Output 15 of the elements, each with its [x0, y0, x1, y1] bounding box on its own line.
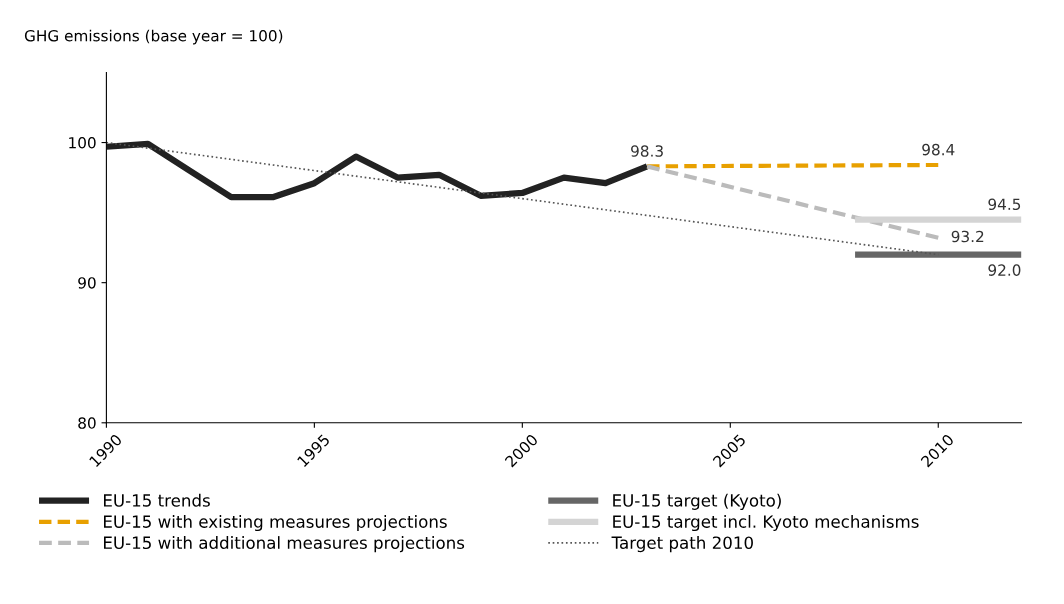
legend-label: EU-15 trends [104, 493, 210, 507]
data-label: 93.2 [951, 230, 984, 243]
data-label: 92.0 [988, 264, 1021, 276]
y-tick-label: 80 [78, 417, 96, 429]
legend-label: EU-15 target (Kyoto) [613, 493, 781, 510]
y-tick-label: 100 [69, 137, 96, 149]
legend-label: EU-15 target incl. Kyoto mechanisms [613, 514, 919, 532]
data-label: 98.3 [631, 145, 663, 157]
data-label: 98.4 [922, 143, 955, 156]
data-label: 94.5 [988, 198, 1021, 211]
y-axis-title: GHG emissions (base year = 100) [24, 29, 283, 45]
y-tick-label: 90 [78, 277, 96, 289]
legend-label: EU-15 with additional measures projections [104, 536, 465, 553]
legend-label: EU-15 with existing measures projections [104, 514, 447, 532]
legend-label: Target path 2010 [611, 536, 753, 553]
